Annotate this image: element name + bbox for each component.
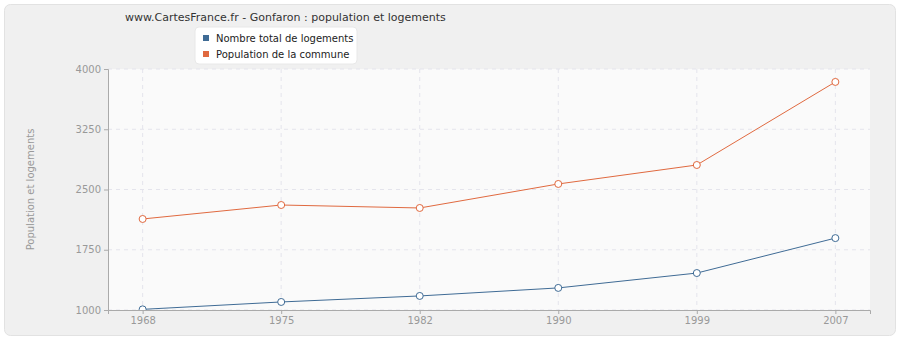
point xyxy=(416,292,423,299)
legend-label: Nombre total de logements xyxy=(216,33,353,44)
legend-label: Population de la commune xyxy=(216,49,349,60)
tick-label: 1750 xyxy=(76,244,101,255)
tick: 4000 xyxy=(76,64,108,75)
background xyxy=(5,5,896,336)
tick-mark xyxy=(143,310,144,314)
tick-mark xyxy=(835,310,836,314)
tick-label: 1000 xyxy=(76,305,101,316)
tick-mark xyxy=(104,129,108,130)
axis-line xyxy=(109,311,871,315)
point xyxy=(139,215,146,222)
title: www.CartesFrance.fr - Gonfaron : populat… xyxy=(125,11,446,24)
plot: 1000 1750 2500 3250 4000 1968 1975 1982 1990 1999… xyxy=(76,64,871,326)
tick: 1999 xyxy=(685,310,710,326)
tick-mark xyxy=(104,310,108,311)
tick: 1990 xyxy=(546,310,571,326)
y-axis-title: Population et logements xyxy=(25,129,36,251)
tick-label: 1968 xyxy=(130,315,155,326)
point xyxy=(693,161,700,168)
legend: Nombre total de logements Population de l… xyxy=(195,27,357,64)
point xyxy=(832,235,839,242)
point xyxy=(278,202,285,209)
tick-label: 3250 xyxy=(76,124,101,135)
y-axis: 1000 1750 2500 3250 4000 xyxy=(76,64,109,316)
legend-item: Nombre total de logements xyxy=(203,33,353,44)
legend-item: Population de la commune xyxy=(203,49,349,60)
grid-line xyxy=(281,69,282,310)
tick: 1750 xyxy=(76,244,108,255)
x-axis: 1968 1975 1982 1990 1999 2007 xyxy=(109,310,871,326)
tick-mark xyxy=(104,69,108,70)
grid-line xyxy=(142,69,143,310)
tick-label: 1990 xyxy=(546,315,571,326)
grid-line xyxy=(108,189,870,190)
series-layer xyxy=(139,78,839,310)
tick-label: 1982 xyxy=(408,315,433,326)
point xyxy=(555,284,562,291)
line xyxy=(143,238,836,309)
point xyxy=(139,306,146,310)
tick-mark xyxy=(558,310,559,314)
grid-line xyxy=(419,69,420,310)
tick-label: 1999 xyxy=(685,315,710,326)
tick-mark xyxy=(104,250,108,251)
tick: 1000 xyxy=(76,305,108,316)
plot-area xyxy=(108,69,870,310)
tick-label: 1975 xyxy=(269,315,294,326)
tick-label: 4000 xyxy=(76,64,101,75)
point xyxy=(416,204,423,211)
tick-mark xyxy=(281,310,282,314)
chart: www.CartesFrance.fr - Gonfaron : populat… xyxy=(0,0,900,340)
tick-mark xyxy=(697,310,698,314)
tick-label: 2500 xyxy=(76,184,101,195)
tick: 2007 xyxy=(823,310,848,326)
grid-line xyxy=(558,69,559,310)
point xyxy=(555,180,562,187)
legend-swatch xyxy=(203,51,209,57)
axis-line xyxy=(104,70,109,311)
point xyxy=(693,270,700,277)
tick-label: 2007 xyxy=(823,315,848,326)
grid-line xyxy=(108,69,870,70)
point xyxy=(278,298,285,305)
legend-box xyxy=(195,27,357,64)
grid-line xyxy=(835,69,836,310)
tick: 2500 xyxy=(76,184,108,195)
line xyxy=(143,82,836,219)
tick: 1982 xyxy=(408,310,433,326)
tick-mark xyxy=(104,190,108,191)
tick: 1975 xyxy=(269,310,294,326)
point xyxy=(832,78,839,85)
legend-swatch xyxy=(203,35,209,41)
tick-mark xyxy=(420,310,421,314)
tick: 3250 xyxy=(76,124,108,135)
tick: 1968 xyxy=(130,310,155,326)
grid-line xyxy=(108,249,870,250)
